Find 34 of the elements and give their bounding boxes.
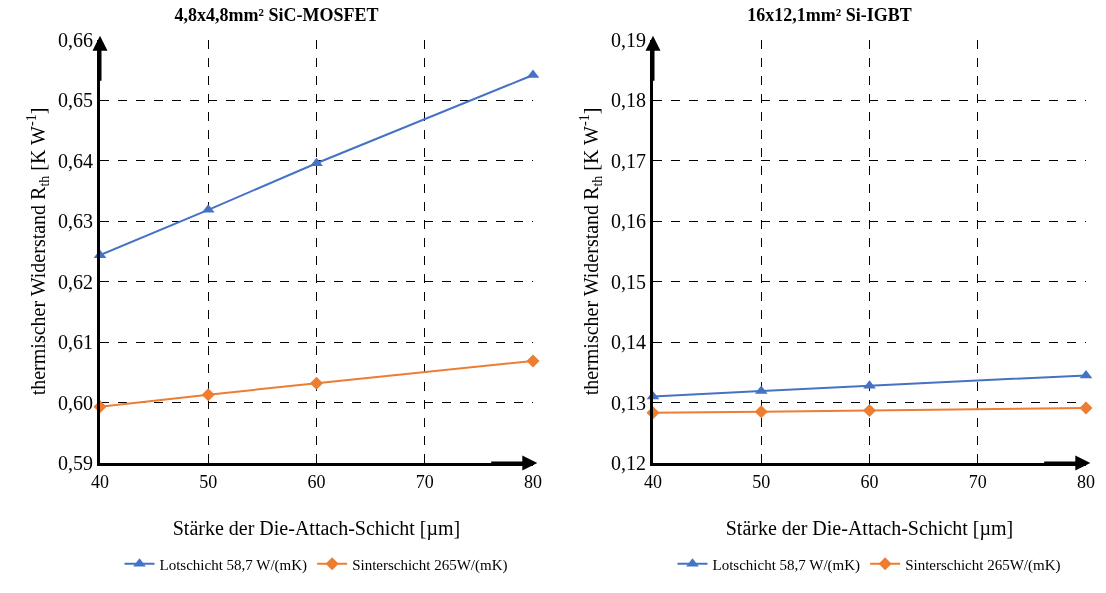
y-tick-label: 0,18 [611,89,646,112]
y-tick-label: 0,19 [611,29,646,51]
y-tick-label: 0,64 [58,149,93,172]
chart-title: 16x12,1mm² Si-IGBT [747,5,912,26]
legend-label: Sinterschicht 265W/(mK) [905,556,1061,574]
x-tick-label: 60 [307,471,326,492]
x-axis-title: Stärke der Die-Attach-Schicht [µm] [725,517,1014,540]
y-tick-label: 0,14 [611,331,646,354]
x-axis-title: Stärke der Die-Attach-Schicht [µm] [172,517,461,540]
y-tick-label: 0,17 [611,149,646,172]
x-tick-label: 80 [1077,471,1095,492]
x-tick-label: 70 [968,471,987,492]
y-tick-label: 0,61 [58,331,93,354]
x-tick-label: 60 [860,471,879,492]
chart-title: 4,8x4,8mm² SiC-MOSFET [174,5,379,26]
x-tick-label: 40 [91,471,109,492]
y-tick-label: 0,16 [611,210,646,233]
x-tick-label: 50 [752,471,771,492]
y-tick-label: 0,63 [58,210,93,233]
legend-label: Lotschicht 58,7 W/(mK) [159,556,308,574]
x-tick-label: 70 [415,471,434,492]
legend-label: Sinterschicht 265W/(mK) [352,556,508,574]
x-tick-label: 40 [644,471,662,492]
y-tick-label: 0,59 [58,452,93,474]
x-tick-label: 80 [524,471,542,492]
y-tick-label: 0,66 [58,29,93,51]
y-tick-label: 0,13 [611,391,646,414]
y-tick-label: 0,12 [611,452,646,474]
legend-label: Lotschicht 58,7 W/(mK) [712,556,861,574]
y-tick-label: 0,60 [58,391,93,414]
y-tick-label: 0,62 [58,270,93,293]
y-tick-label: 0,65 [58,89,93,112]
y-tick-label: 0,15 [611,270,646,293]
x-tick-label: 50 [199,471,218,492]
